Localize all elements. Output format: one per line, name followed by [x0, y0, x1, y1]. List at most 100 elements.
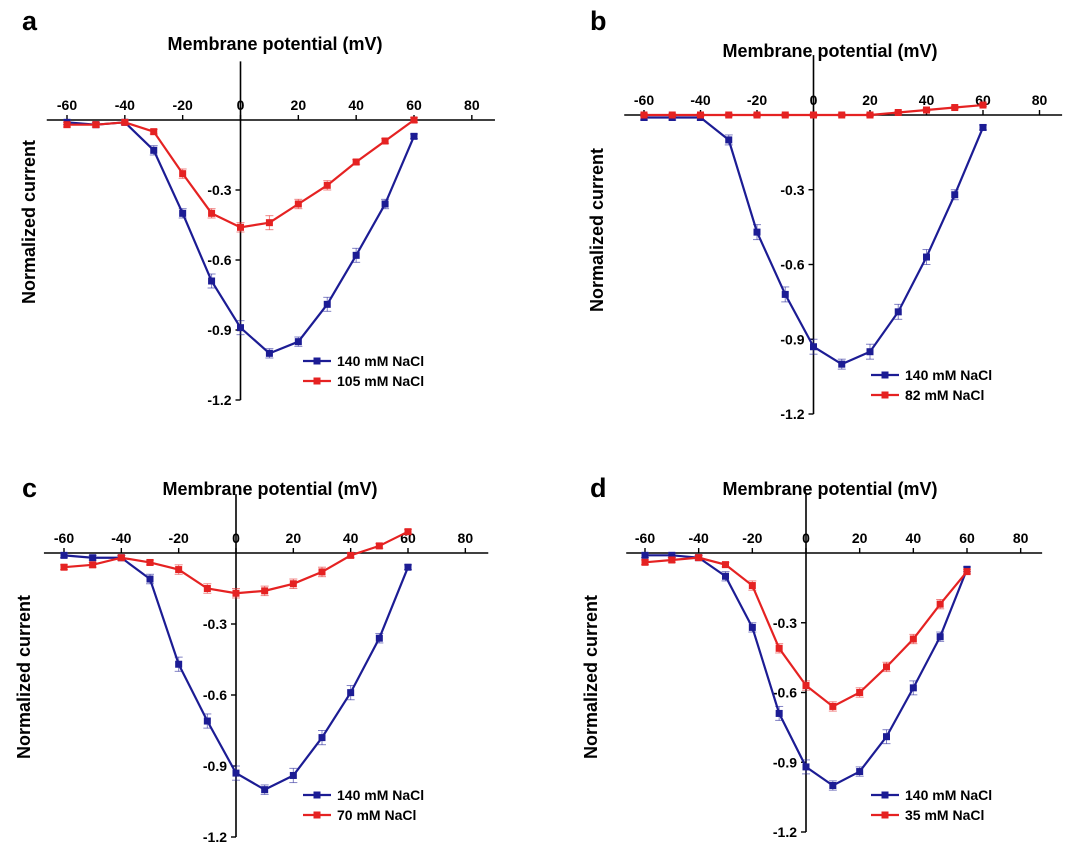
- panel-letter: c: [22, 473, 37, 503]
- data-point: [909, 635, 917, 643]
- data-point: [979, 101, 987, 109]
- x-axis-title: Membrane potential (mV): [722, 41, 937, 61]
- x-tick-label: -60: [57, 97, 77, 113]
- data-point: [722, 561, 729, 569]
- y-tick-label: -0.9: [203, 758, 227, 774]
- y-tick-label: -0.9: [207, 322, 231, 338]
- data-point: [89, 561, 97, 569]
- y-axis-title: Normalized current: [587, 148, 607, 312]
- legend-item: 70 mM NaCl: [303, 807, 416, 823]
- data-point: [63, 121, 71, 129]
- data-point: [175, 660, 183, 668]
- x-tick-label: -40: [689, 530, 709, 546]
- data-point: [640, 111, 648, 119]
- legend-label: 140 mM NaCl: [337, 787, 424, 803]
- data-point: [404, 563, 412, 571]
- panel-c: c Membrane potential (mV) Normalized curre…: [14, 473, 489, 845]
- legend-item: 140 mM NaCl: [303, 787, 424, 803]
- x-tick-label: 20: [862, 92, 878, 108]
- legend-item: 105 mM NaCl: [303, 373, 424, 389]
- x-tick-label: 80: [464, 97, 480, 113]
- data-point: [146, 558, 154, 566]
- data-point: [802, 682, 810, 690]
- data-point: [781, 290, 789, 298]
- data-point: [838, 360, 846, 368]
- data-point: [883, 733, 890, 741]
- legend-item: 140 mM NaCl: [871, 367, 992, 383]
- y-tick-label: -0.3: [773, 615, 797, 631]
- data-point: [121, 118, 129, 126]
- data-point: [265, 219, 273, 227]
- legend-label: 140 mM NaCl: [905, 787, 992, 803]
- data-point: [936, 633, 944, 641]
- data-point: [753, 228, 761, 236]
- data-point: [829, 782, 837, 789]
- data-point: [347, 689, 355, 697]
- series-2: [60, 528, 412, 599]
- legend-label: 70 mM NaCl: [337, 807, 416, 823]
- legend-marker: [881, 811, 889, 819]
- data-point: [894, 109, 902, 117]
- panel-letter: b: [590, 6, 607, 36]
- x-tick-label: -20: [169, 530, 189, 546]
- data-point: [323, 300, 331, 308]
- data-point: [289, 580, 297, 588]
- legend-marker: [881, 791, 889, 799]
- y-axis-title: Normalized current: [19, 140, 39, 304]
- x-tick-label: 80: [458, 530, 474, 546]
- y-tick-label: -0.3: [207, 182, 231, 198]
- data-point: [261, 786, 269, 794]
- data-point: [347, 551, 355, 559]
- data-point: [404, 528, 412, 536]
- legend-marker: [313, 791, 321, 799]
- data-point: [289, 771, 297, 779]
- data-point: [60, 551, 68, 559]
- panel-letter: a: [22, 6, 38, 36]
- data-point: [725, 111, 733, 119]
- data-point: [175, 566, 183, 574]
- data-point: [963, 568, 971, 576]
- data-point: [697, 111, 704, 119]
- data-point: [810, 111, 817, 119]
- x-tick-label: -60: [54, 530, 74, 546]
- data-point: [294, 338, 302, 346]
- series-2: [63, 116, 418, 233]
- data-point: [753, 111, 761, 119]
- data-point: [146, 575, 154, 583]
- panel-b: b Membrane potential (mV) Normalized curre…: [587, 6, 1063, 422]
- legend-item: 82 mM NaCl: [871, 387, 984, 403]
- data-point: [232, 589, 240, 597]
- data-point: [265, 349, 273, 357]
- data-point: [923, 106, 930, 114]
- data-point: [237, 223, 244, 231]
- legend-marker: [881, 371, 889, 379]
- series-2: [640, 101, 987, 119]
- legend-marker: [313, 377, 321, 385]
- data-point: [923, 253, 930, 261]
- y-axis-title: Normalized current: [14, 595, 34, 759]
- data-point: [352, 158, 360, 166]
- legend-label: 140 mM NaCl: [337, 353, 424, 369]
- data-point: [883, 663, 890, 671]
- data-point: [838, 111, 846, 119]
- data-point: [668, 111, 676, 119]
- y-tick-label: -0.3: [203, 616, 227, 632]
- data-point: [318, 734, 326, 742]
- y-tick-label: -0.6: [773, 685, 797, 701]
- data-point: [866, 348, 874, 356]
- data-point: [381, 200, 389, 208]
- x-axis-title: Membrane potential (mV): [722, 479, 937, 499]
- data-point: [375, 542, 383, 550]
- panel-letter: d: [590, 473, 607, 503]
- data-point: [641, 558, 649, 566]
- data-point: [208, 277, 216, 285]
- data-point: [951, 191, 959, 199]
- data-point: [323, 181, 331, 189]
- x-tick-label: 40: [343, 530, 359, 546]
- data-point: [237, 324, 244, 332]
- x-axis-title: Membrane potential (mV): [167, 34, 382, 54]
- data-point: [203, 717, 211, 725]
- data-point: [668, 551, 676, 559]
- x-tick-label: 20: [286, 530, 302, 546]
